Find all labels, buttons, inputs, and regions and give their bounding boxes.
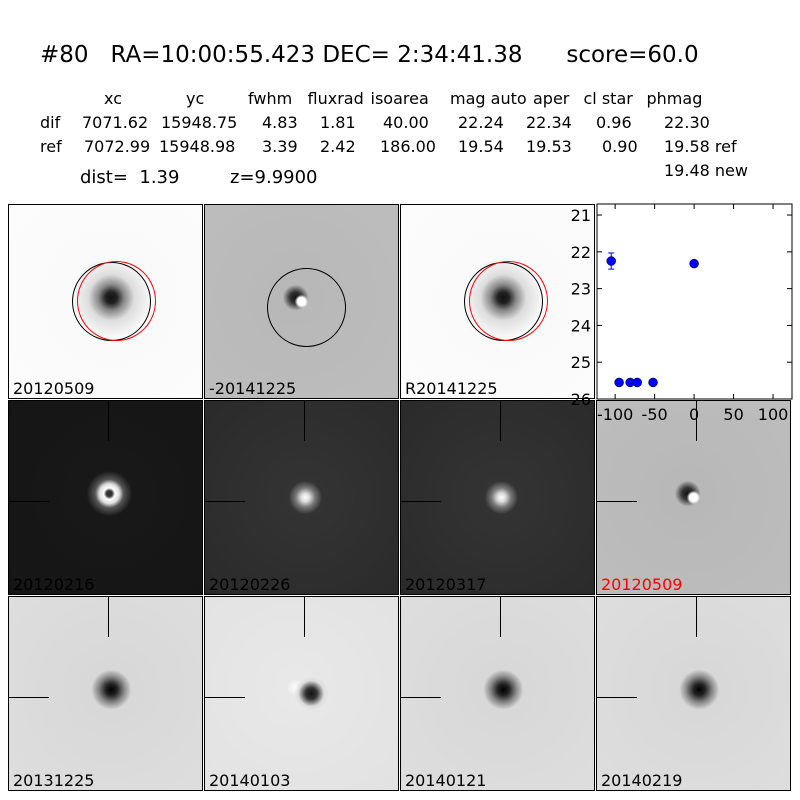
table-cell: 22.34 xyxy=(526,113,572,132)
crosshair-marker xyxy=(108,401,109,441)
table-cell: 3.39 xyxy=(262,137,298,156)
column-header: mag auto xyxy=(450,89,527,108)
crosshair-marker xyxy=(205,697,245,698)
date-label: R20141225 xyxy=(405,379,498,398)
cutout-image-8: 20140103 xyxy=(204,596,399,791)
z-value: z=9.9900 xyxy=(230,167,318,188)
date-label: 20120216 xyxy=(13,575,95,594)
date-label: 20120317 xyxy=(405,575,487,594)
crosshair-marker xyxy=(205,501,245,502)
ref-aperture-circle xyxy=(469,261,548,341)
column-header: phmag xyxy=(646,89,703,108)
table-cell: 0.96 xyxy=(596,113,632,132)
crosshair-marker xyxy=(9,697,49,698)
cutout-image-4: 20120226 xyxy=(204,400,399,595)
aperture-circle xyxy=(267,268,346,347)
table-cell: 19.54 xyxy=(458,137,504,156)
data-point xyxy=(648,377,658,388)
table-cell: 40.00 xyxy=(383,113,429,132)
data-point xyxy=(606,256,616,266)
table-cell: 1.81 xyxy=(320,113,356,132)
y-tick-label: 24 xyxy=(571,316,591,335)
date-label: 20120509 xyxy=(601,575,683,594)
crosshair-marker xyxy=(597,697,637,698)
column-header: aper xyxy=(533,89,570,108)
x-tick-label: 50 xyxy=(723,405,743,424)
light-curve-chart: 21 22 23 24 25 26 -100 -50 0 50 100 xyxy=(571,203,793,424)
date-label: 20120226 xyxy=(209,575,291,594)
plot-area xyxy=(596,203,793,400)
ref-aperture-circle xyxy=(77,261,156,341)
crosshair-marker xyxy=(401,697,441,698)
cutout-image-5: 20120317 xyxy=(400,400,595,595)
y-tick-label: 26 xyxy=(571,390,591,409)
crosshair-marker xyxy=(401,501,441,502)
cutout-image-1: -20141225 xyxy=(204,204,399,399)
page-title: #80 RA=10:00:55.423 DEC= 2:34:41.38 scor… xyxy=(40,42,699,68)
crosshair-marker xyxy=(9,501,49,502)
y-tick-label: 23 xyxy=(571,280,591,299)
table-cell: 7071.62 xyxy=(82,113,149,132)
column-header: xc xyxy=(104,89,122,108)
y-tick-label: 21 xyxy=(571,206,591,225)
cutout-image-7: 20131225 xyxy=(8,596,203,791)
crosshair-marker xyxy=(696,401,697,441)
table-cell: 19.58 ref xyxy=(664,137,737,156)
x-tick-label: 100 xyxy=(758,405,789,424)
x-tick-label: -100 xyxy=(597,405,633,424)
date-label: 20131225 xyxy=(13,771,95,790)
phmag-new: 19.48 new xyxy=(664,161,748,180)
crosshair-marker xyxy=(304,597,305,637)
cutout-image-0: 20120509 xyxy=(8,204,203,399)
data-point xyxy=(689,258,699,269)
crosshair-marker xyxy=(304,401,305,441)
table-cell: 4.83 xyxy=(262,113,298,132)
x-tick-label: -50 xyxy=(642,405,668,424)
table-cell: 186.00 xyxy=(380,137,436,156)
y-tick-label: 25 xyxy=(571,353,591,372)
date-label: 20140121 xyxy=(405,771,487,790)
cutout-image-6: 20120509 xyxy=(596,400,791,595)
crosshair-marker xyxy=(500,401,501,441)
x-tick-label: 0 xyxy=(689,405,699,424)
data-point xyxy=(614,377,624,388)
date-label: 20120509 xyxy=(13,379,95,398)
row-label: dif xyxy=(40,113,61,132)
cutout-image-10: 20140219 xyxy=(596,596,791,791)
date-label: 20140219 xyxy=(601,771,683,790)
table-cell: 19.53 xyxy=(526,137,572,156)
cutout-image-9: 20140121 xyxy=(400,596,595,791)
column-header: fwhm xyxy=(248,89,293,108)
date-label: -20141225 xyxy=(209,379,297,398)
date-label: 20140103 xyxy=(209,771,291,790)
table-cell: 22.24 xyxy=(458,113,504,132)
table-cell: 7072.99 xyxy=(84,137,151,156)
crosshair-marker xyxy=(108,597,109,637)
table-cell: 2.42 xyxy=(320,137,356,156)
row-label: ref xyxy=(40,137,62,156)
crosshair-marker xyxy=(597,501,637,502)
column-header: cl star xyxy=(583,89,633,108)
cutout-image-2: R20141225 xyxy=(400,204,595,399)
table-cell: 0.90 xyxy=(602,137,638,156)
cutout-image-3: 20120216 xyxy=(8,400,203,595)
table-cell: 22.30 xyxy=(664,113,710,132)
table-cell: 15948.75 xyxy=(161,113,238,132)
column-header: fluxrad xyxy=(307,89,364,108)
table-cell: 15948.98 xyxy=(159,137,236,156)
column-header: isoarea xyxy=(370,89,429,108)
column-header: yc xyxy=(186,89,205,108)
crosshair-marker xyxy=(500,597,501,637)
data-point xyxy=(632,377,643,388)
crosshair-marker xyxy=(696,597,697,637)
y-tick-label: 22 xyxy=(571,243,591,262)
dist-value: dist= 1.39 xyxy=(80,167,180,188)
